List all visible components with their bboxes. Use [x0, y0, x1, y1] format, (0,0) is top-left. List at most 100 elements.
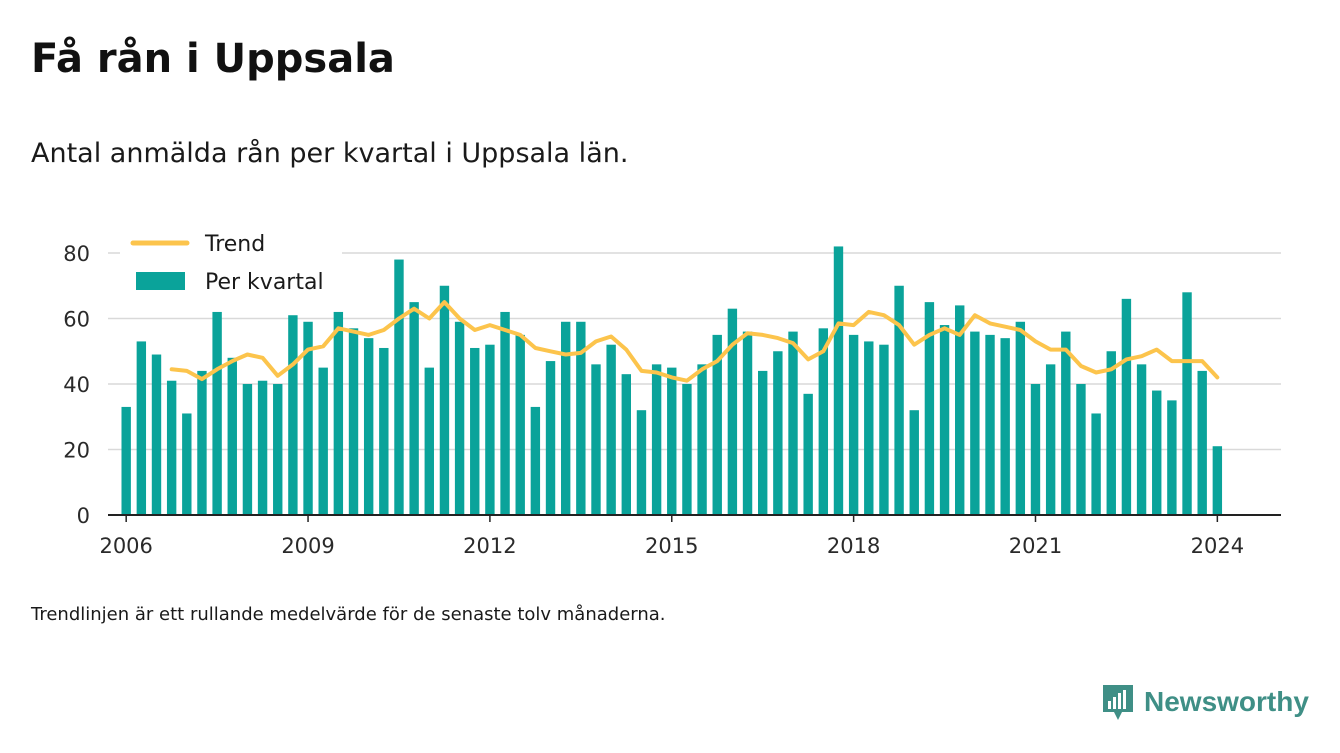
- bar: [454, 321, 465, 515]
- bar: [803, 393, 813, 515]
- bar: [757, 370, 768, 515]
- bar: [712, 334, 722, 515]
- bar: [833, 246, 844, 515]
- bar: [560, 321, 571, 515]
- bar: [864, 341, 874, 515]
- bar: [1136, 364, 1147, 515]
- bar: [970, 331, 980, 515]
- chart-subtitle: Antal anmälda rån per kvartal i Uppsala …: [31, 138, 629, 169]
- bar: [136, 341, 147, 515]
- bar: [545, 361, 556, 515]
- bar: [909, 410, 919, 515]
- bar: [1045, 364, 1056, 515]
- legend-trend-label: Trend: [204, 232, 265, 257]
- bar: [166, 380, 177, 515]
- bar: [318, 367, 328, 515]
- chart-canvas: 0 20 40 60 80 2006 2009 2012 2015 2018 2021 2024 T…: [63, 225, 1281, 558]
- bar: [363, 338, 374, 515]
- bar: [894, 285, 904, 515]
- x-axis: 2006 2009 2012 2015 2018 2021 2024: [99, 514, 1281, 558]
- bar: [1015, 321, 1026, 515]
- bar: [197, 370, 207, 515]
- bar: [879, 344, 889, 515]
- bar: [606, 344, 616, 515]
- bars: [121, 246, 1223, 515]
- bar: [742, 331, 753, 515]
- bar: [470, 347, 480, 515]
- bar: [1152, 390, 1162, 515]
- bar: [955, 305, 965, 515]
- bar: [651, 364, 662, 515]
- bar: [485, 344, 495, 515]
- bar: [576, 321, 586, 515]
- chart-title: Få rån i Uppsala: [31, 36, 395, 82]
- legend: Trend Per kvartal: [120, 225, 342, 303]
- bar: [212, 311, 222, 515]
- y-tick-label: 20: [63, 439, 90, 463]
- bar: [1030, 384, 1041, 515]
- bar: [379, 347, 389, 515]
- bar: [818, 328, 829, 515]
- brand-name: Newsworthy: [1144, 686, 1309, 717]
- bar: [1091, 413, 1101, 515]
- y-tick-label: 0: [77, 504, 90, 528]
- bar: [288, 315, 298, 515]
- bar: [1197, 370, 1207, 515]
- bar: [409, 302, 419, 515]
- bar: [439, 285, 450, 515]
- bar: [424, 367, 434, 515]
- y-tick-label: 60: [63, 308, 90, 332]
- bar: [848, 334, 859, 515]
- bar: [924, 302, 935, 515]
- bar: [500, 311, 510, 515]
- bar: [242, 384, 253, 515]
- x-tick-label: 2018: [827, 534, 880, 558]
- x-tick-label: 2024: [1191, 534, 1244, 558]
- bar: [773, 351, 783, 515]
- x-tick-label: 2006: [99, 534, 152, 558]
- bar: [182, 413, 192, 515]
- x-tick-label: 2021: [1009, 534, 1062, 558]
- y-axis: 0 20 40 60 80: [63, 242, 90, 528]
- bar: [394, 259, 404, 515]
- legend-bar-label: Per kvartal: [205, 270, 324, 295]
- brand-logo: Newsworthy: [1100, 682, 1309, 722]
- bar: [697, 364, 707, 515]
- legend-bar-swatch: [136, 272, 185, 290]
- bar: [591, 364, 601, 515]
- bar: [121, 406, 131, 515]
- bar: [621, 374, 632, 515]
- x-tick-label: 2009: [281, 534, 334, 558]
- bar: [1076, 384, 1086, 515]
- x-tick-label: 2015: [645, 534, 698, 558]
- bar: [1000, 338, 1010, 515]
- bar: [788, 331, 798, 515]
- bar: [303, 321, 313, 515]
- trend-series-line: [169, 300, 1220, 383]
- footnote: Trendlinjen är ett rullande medelvärde f…: [31, 604, 666, 625]
- bar: [985, 334, 995, 515]
- bar: [727, 308, 738, 515]
- bar: [151, 354, 162, 515]
- bar: [636, 410, 647, 515]
- bar: [515, 334, 525, 515]
- bar: [1121, 298, 1132, 515]
- bar: [682, 384, 692, 515]
- y-tick-label: 80: [63, 242, 90, 266]
- y-tick-label: 40: [63, 373, 90, 397]
- bar: [1182, 292, 1192, 515]
- bar: [1167, 400, 1177, 515]
- trend-line: [169, 300, 1220, 383]
- bar: [333, 311, 344, 515]
- x-tick-label: 2012: [463, 534, 516, 558]
- bar: [530, 406, 541, 515]
- bar: [273, 384, 283, 515]
- bar: [939, 325, 950, 515]
- bar: [227, 357, 237, 515]
- bar: [1106, 351, 1116, 515]
- bar: [1212, 446, 1223, 515]
- bar: [667, 367, 677, 515]
- bar: [348, 328, 359, 515]
- bar: [257, 380, 268, 515]
- newsworthy-logo-icon: [1103, 685, 1133, 720]
